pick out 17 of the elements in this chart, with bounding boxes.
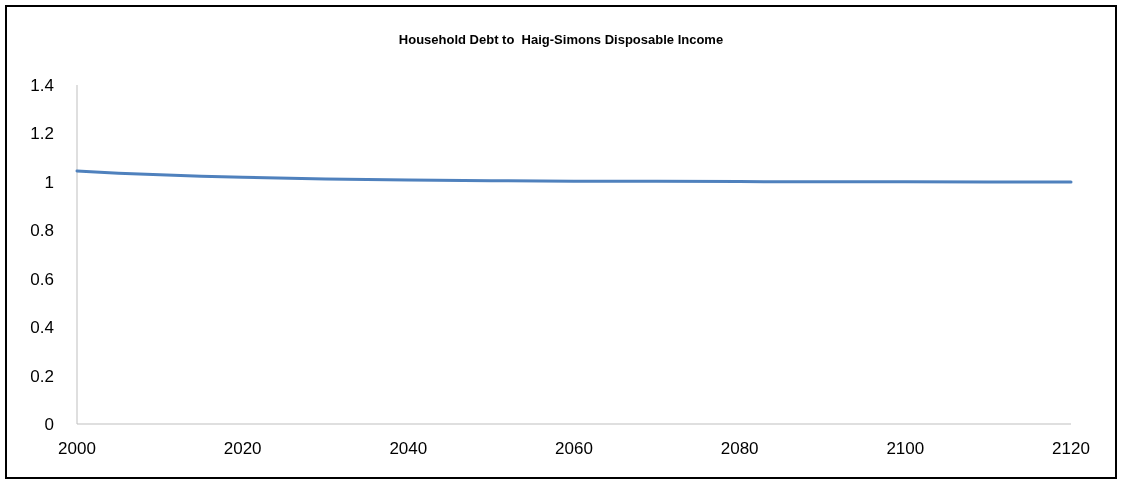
y-tick-label: 0.4 [30,318,54,338]
x-tick-label: 2000 [58,439,96,458]
x-tick-label: 2120 [1052,439,1090,458]
y-tick-label: 0.8 [30,221,54,241]
y-tick-label: 1.4 [30,75,54,95]
y-tick-label: 0.6 [30,269,54,289]
y-tick-label: 0.2 [30,366,54,386]
x-tick-label: 2100 [886,439,925,458]
x-tick-label: 2020 [223,439,262,458]
y-tick-label: 1 [44,172,54,192]
x-tick-label: 2080 [720,439,759,458]
y-tick-label: 0 [44,414,54,434]
y-tick-label: 1.2 [30,124,54,144]
chart-title: Household Debt to Haig-Simons Disposable Income [398,32,724,47]
x-tick-label: 2060 [555,439,593,458]
line-series [75,169,1073,184]
x-tick-label: 2040 [389,439,428,458]
